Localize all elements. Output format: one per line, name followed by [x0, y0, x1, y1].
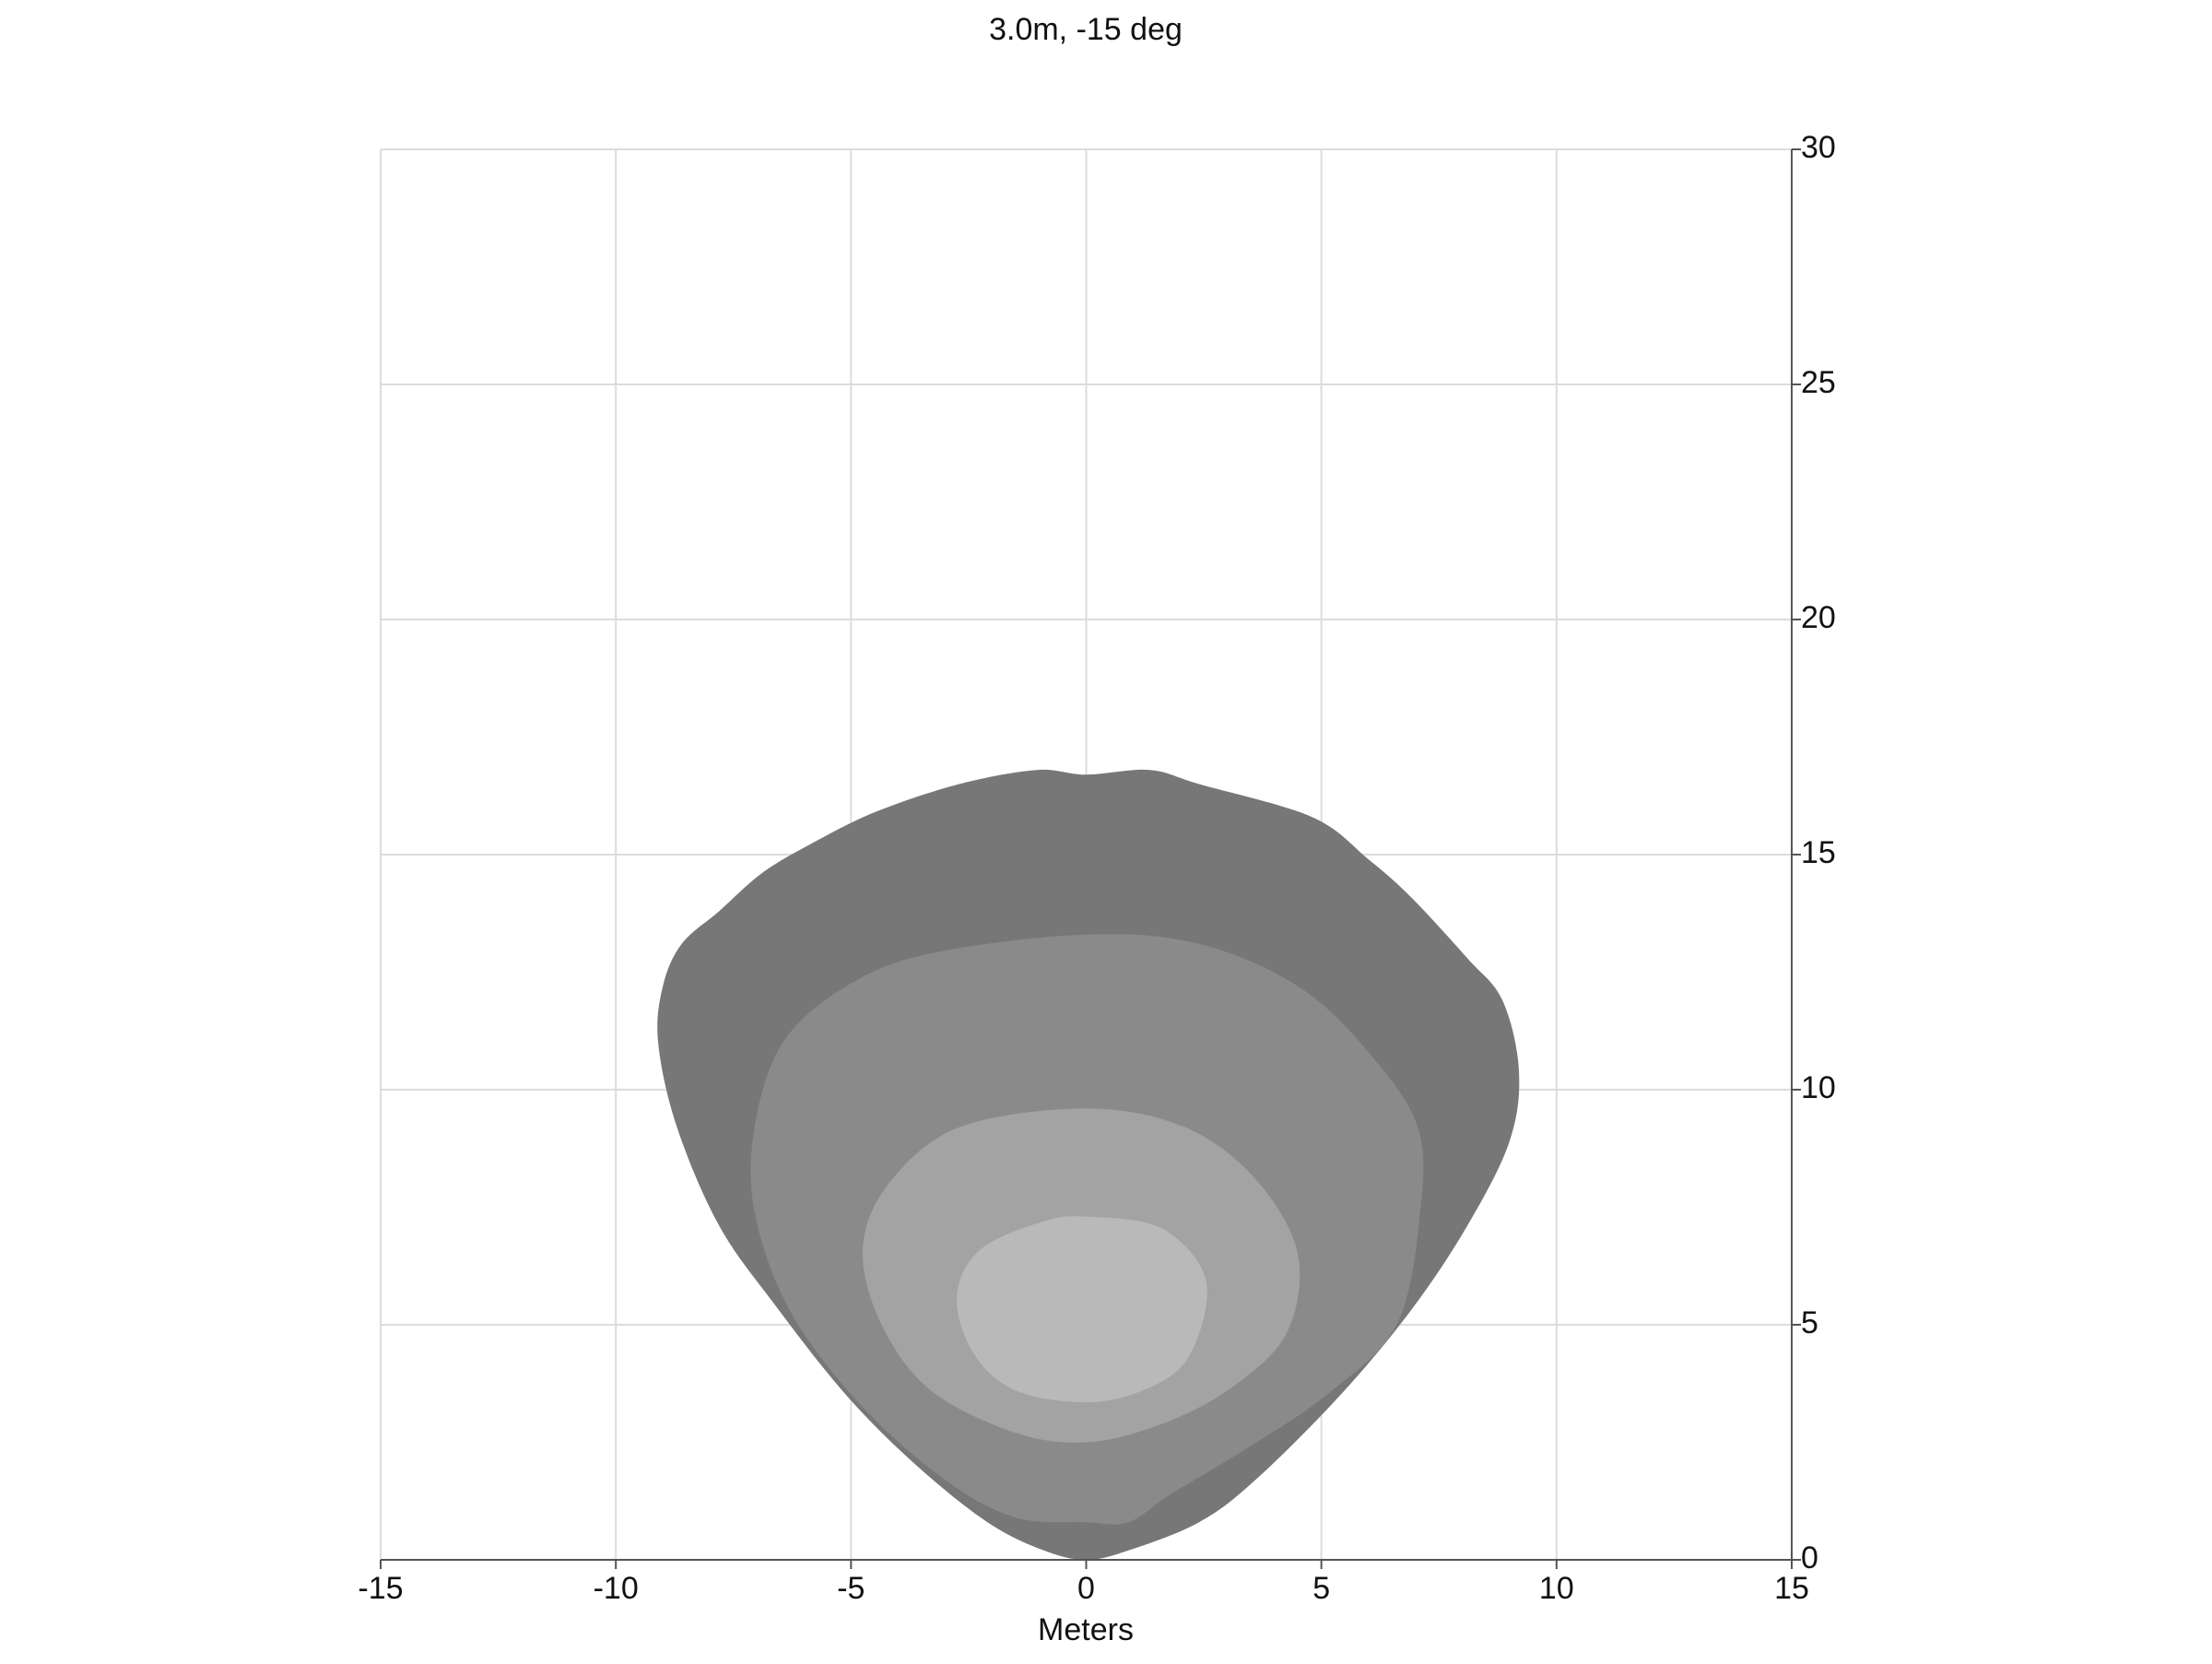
x-tick-label: -15	[358, 1571, 403, 1606]
x-tick-label: 10	[1539, 1571, 1574, 1606]
x-tick-label: -10	[594, 1571, 639, 1606]
y-tick-label: 0	[1801, 1540, 1818, 1575]
y-tick-label: 30	[1801, 130, 1836, 165]
x-tick-label: 0	[1077, 1571, 1095, 1606]
x-tick-label: 5	[1312, 1571, 1330, 1606]
y-tick-label: 25	[1801, 365, 1836, 400]
x-tick-label: 15	[1774, 1571, 1809, 1606]
x-axis-label: Meters	[1038, 1612, 1134, 1647]
chart-title: 3.0m, -15 deg	[989, 12, 1182, 47]
y-tick-label: 20	[1801, 600, 1836, 635]
contour-region	[957, 1216, 1207, 1403]
y-tick-label: 10	[1801, 1070, 1836, 1105]
y-tick-label: 15	[1801, 835, 1836, 870]
x-tick-label: -5	[837, 1571, 865, 1606]
y-tick-label: 5	[1801, 1305, 1818, 1340]
